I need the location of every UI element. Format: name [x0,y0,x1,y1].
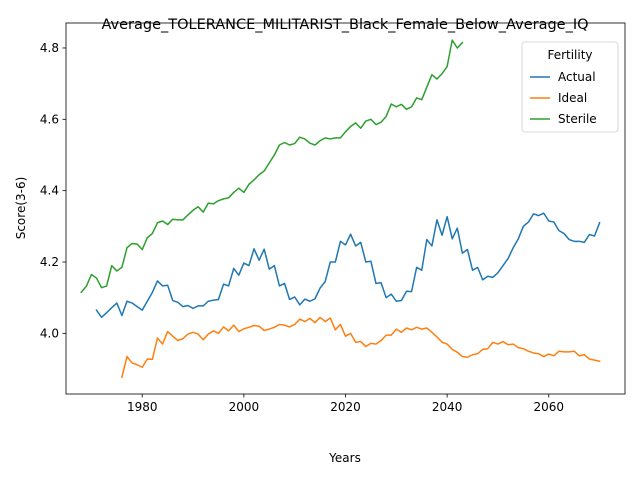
y-tick-label: 4.6 [40,112,59,126]
y-tick-label: 4.4 [40,184,59,198]
series-line-sterile [80,39,464,294]
x-tick-label: 2000 [229,400,260,414]
legend-label-sterile: Sterile [558,112,597,126]
y-tick-label: 4.2 [40,255,59,269]
legend-title: Fertility [547,48,592,62]
series-layer [80,39,601,379]
x-tick-label: 2060 [533,400,564,414]
x-tick-label: 2040 [432,400,463,414]
series-line-actual [95,212,601,319]
legend: Fertility Actual Ideal Sterile [521,41,619,133]
series-line-ideal [120,316,601,379]
chart-title: Average_TOLERANCE_MILITARIST_Black_Femal… [101,17,588,33]
legend-label-actual: Actual [558,70,596,84]
y-tick-label: 4.8 [40,41,59,55]
y-tick-label: 4.0 [40,326,59,340]
x-tick-label: 2020 [330,400,361,414]
x-axis-ticks: 1980 2000 2020 2040 2060 [127,394,564,414]
y-axis-ticks: 4.0 4.2 4.4 4.6 4.8 [40,41,66,340]
x-tick-label: 1980 [127,400,158,414]
legend-box [521,41,619,133]
y-axis-label: Score(3-6) [14,177,28,240]
legend-entries: Actual Ideal Sterile [530,70,597,126]
x-axis-label: Years [328,451,361,465]
legend-label-ideal: Ideal [558,91,587,105]
